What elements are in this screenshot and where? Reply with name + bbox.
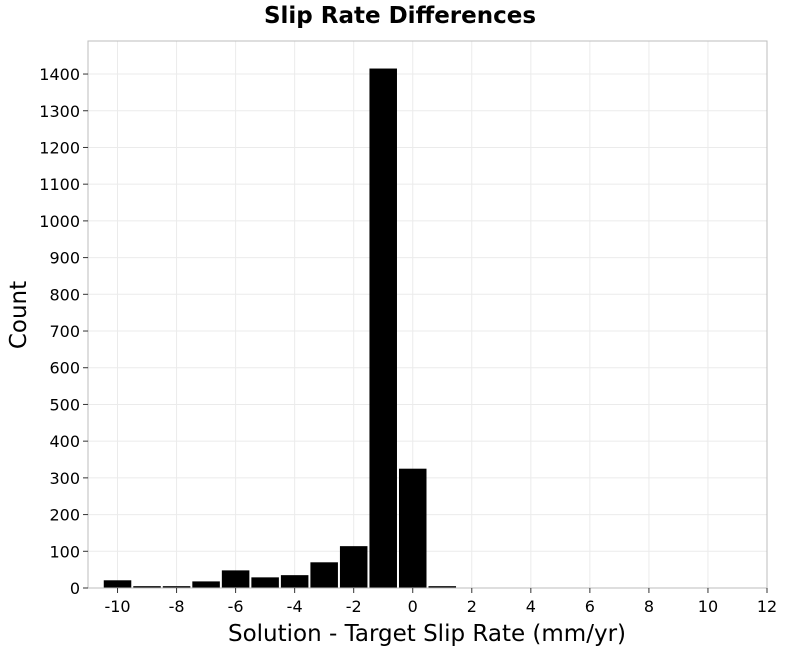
axis-ticks: -10 -8 -6 -4 -2 0 2 4 6 8 10 12 0 100 200 300 400 500 600 7… [39, 65, 777, 616]
histogram-bar [192, 581, 220, 588]
x-tick-label: -6 [228, 597, 244, 616]
x-axis-label: Solution - Target Slip Rate (mm/yr) [228, 621, 626, 647]
histogram-bar [428, 586, 457, 588]
chart-title: Slip Rate Differences [264, 3, 536, 29]
y-tick-label: 1100 [39, 175, 80, 194]
bars [103, 68, 457, 588]
plot-frame [87, 40, 768, 589]
x-tick-label: 2 [467, 597, 477, 616]
x-tick-label: -10 [104, 597, 130, 616]
y-tick-label: 1200 [39, 138, 80, 157]
x-tick-label: 4 [526, 597, 536, 616]
histogram-bar [339, 546, 368, 588]
y-tick-label: 1400 [39, 65, 80, 84]
x-tick-label: 12 [757, 597, 777, 616]
y-tick-label: 700 [49, 322, 80, 341]
y-tick-label: 900 [49, 249, 80, 268]
histogram-bar [103, 580, 132, 588]
x-tick-label: 8 [644, 597, 654, 616]
histogram-bar [162, 586, 191, 588]
histogram-bar [133, 586, 161, 588]
y-tick-label: 1300 [39, 102, 80, 121]
histogram-bar [280, 575, 309, 588]
x-tick-label: 6 [585, 597, 595, 616]
y-tick-label: 200 [49, 506, 80, 525]
y-tick-label: 500 [49, 395, 80, 414]
histogram-bar [398, 468, 427, 588]
x-tick-label: -8 [169, 597, 185, 616]
x-tick-label: -2 [346, 597, 362, 616]
y-tick-label: 800 [49, 285, 80, 304]
histogram-bar [369, 68, 397, 588]
y-tick-label: 100 [49, 542, 80, 561]
y-tick-label: 400 [49, 432, 80, 451]
x-tick-label: 0 [408, 597, 418, 616]
histogram-bar [251, 577, 279, 588]
grid-lines [88, 41, 768, 589]
x-tick-label: 10 [698, 597, 718, 616]
y-tick-label: 1000 [39, 212, 80, 231]
y-tick-label: 300 [49, 469, 80, 488]
histogram-bar [310, 562, 338, 588]
y-tick-label: 600 [49, 359, 80, 378]
x-tick-label: -4 [287, 597, 303, 616]
y-tick-label: 0 [70, 579, 80, 598]
histogram-bar [221, 570, 250, 588]
y-axis-label: Count [6, 281, 32, 349]
